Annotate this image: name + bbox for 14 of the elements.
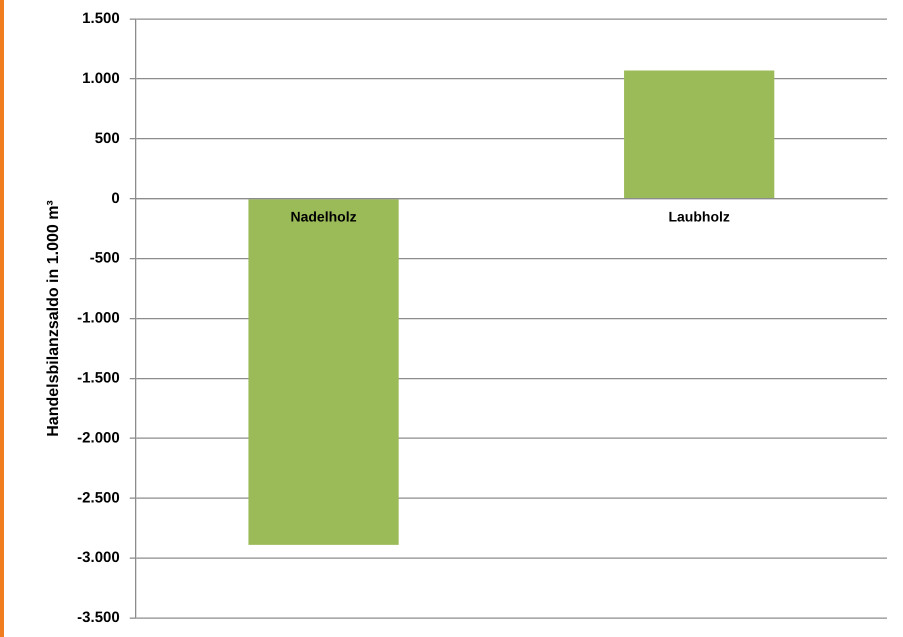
y-axis-title: Handelsbilanzsaldo in 1.000 m³ (45, 200, 62, 437)
y-tick-label: 0 (111, 190, 120, 207)
x-tick-label: Laubholz (668, 208, 730, 225)
y-tick-label: -500 (90, 250, 120, 267)
y-tick-label: 1.500 (82, 10, 120, 28)
y-tick-label: -2.000 (77, 429, 120, 446)
y-tick-label: -3.500 (77, 609, 120, 626)
y-tick-label: -2.500 (77, 489, 120, 506)
y-tick-label: 500 (94, 130, 120, 147)
y-tick-label: -1.500 (77, 370, 120, 387)
y-tick-label: -3.000 (77, 549, 120, 566)
y-tick-label: -1.000 (77, 310, 120, 327)
y-tick-label: 1.000 (82, 70, 120, 88)
x-tick-label: Nadelholz (290, 208, 357, 225)
